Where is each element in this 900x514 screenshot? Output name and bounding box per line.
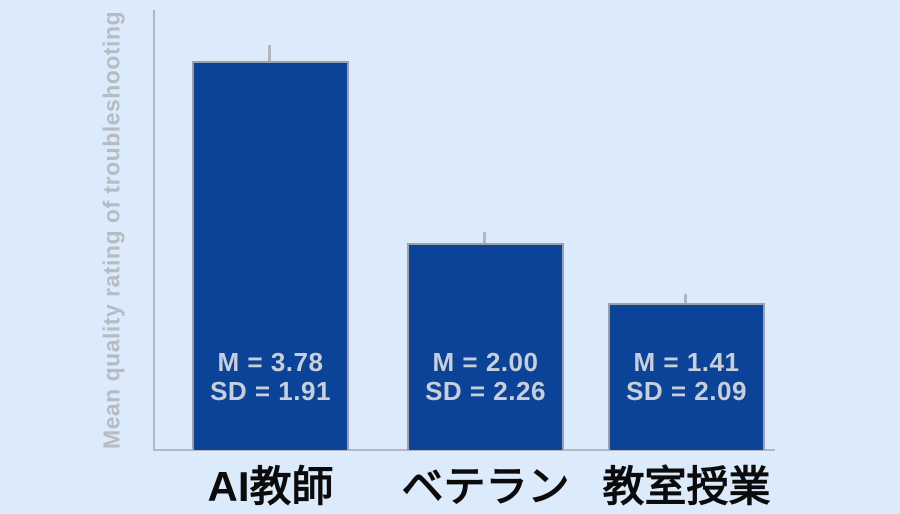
y-axis-line bbox=[153, 10, 155, 451]
category-label-ai-teacher: AI教師 bbox=[207, 463, 334, 510]
bar-value-labels: M = 2.00 SD = 2.26 bbox=[407, 348, 564, 406]
mean-label: M = 3.78 bbox=[217, 347, 324, 377]
bar-group-veteran: M = 2.00 SD = 2.26 ベテラン bbox=[401, 0, 570, 510]
bar-group-classroom: M = 1.41 SD = 2.09 教室授業 bbox=[602, 0, 771, 510]
sd-label: SD = 2.26 bbox=[425, 376, 546, 406]
category-label-classroom: 教室授業 bbox=[602, 463, 771, 510]
mean-label: M = 2.00 bbox=[432, 347, 539, 377]
sd-label: SD = 1.91 bbox=[210, 376, 331, 406]
x-axis-line bbox=[153, 449, 775, 451]
mean-label: M = 1.41 bbox=[633, 347, 740, 377]
bar-veteran bbox=[407, 243, 564, 450]
bar-classroom bbox=[608, 303, 765, 450]
category-label-veteran: ベテラン bbox=[401, 463, 570, 510]
bar-value-labels: M = 1.41 SD = 2.09 bbox=[608, 348, 765, 406]
bar-value-labels: M = 3.78 SD = 1.91 bbox=[192, 348, 349, 406]
bar-ai-teacher bbox=[192, 60, 349, 450]
sd-label: SD = 2.09 bbox=[626, 376, 747, 406]
bar-group-ai-teacher: M = 3.78 SD = 1.91 AI教師 bbox=[192, 0, 349, 510]
